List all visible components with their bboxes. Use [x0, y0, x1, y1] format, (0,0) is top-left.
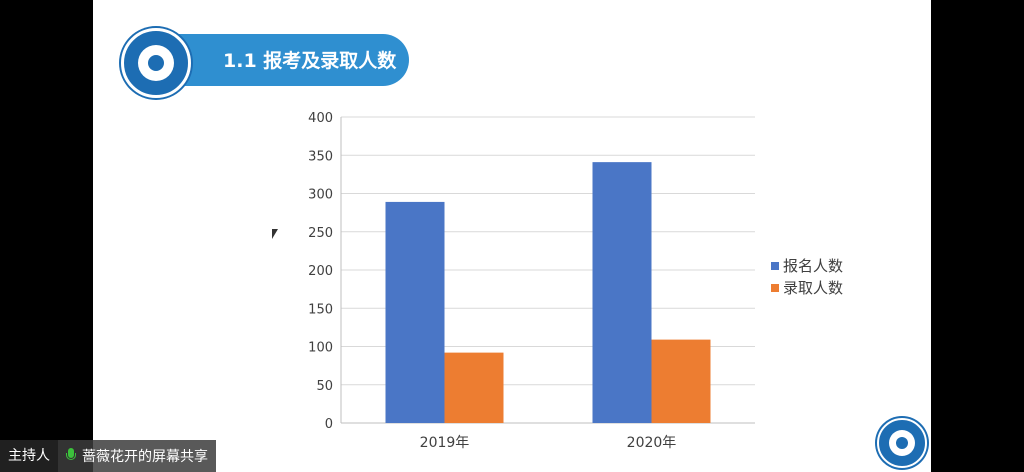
bar-0-1 — [444, 352, 504, 423]
slide: 1.1 报考及录取人数 0 50 100 150 200 250 300 350 400 2019… — [93, 0, 931, 472]
y-tick-label: 300 — [308, 188, 333, 203]
y-tick-label: 200 — [308, 264, 333, 279]
legend-swatch — [771, 284, 779, 292]
x-tick-label: 2020年 — [627, 435, 677, 451]
university-logo-icon — [121, 28, 191, 98]
y-tick-label: 250 — [308, 226, 333, 241]
y-tick-label: 50 — [316, 379, 333, 394]
bar-0-0 — [385, 201, 445, 423]
screen-share-bar: 主持人 蔷薇花开的屏幕共享 — [0, 440, 216, 472]
bar-1-0 — [592, 162, 652, 423]
x-tick-label: 2019年 — [420, 435, 470, 451]
university-logo-small-icon — [877, 418, 927, 468]
legend-entry: 录取人数 — [783, 279, 843, 297]
bar-1-1 — [651, 339, 711, 423]
y-tick-label: 100 — [308, 341, 333, 356]
bar-chart: 0 50 100 150 200 250 300 350 400 2019年 2020年 报名人数录取… — [308, 111, 843, 451]
y-tick-label: 150 — [308, 302, 333, 317]
microphone-icon[interactable] — [66, 448, 76, 464]
y-tick-label: 350 — [308, 149, 333, 164]
slide-title: 1.1 报考及录取人数 — [223, 50, 397, 72]
legend-swatch — [771, 262, 779, 270]
y-tick-label: 400 — [308, 111, 333, 126]
y-tick-label: 0 — [325, 417, 333, 432]
mouse-cursor-icon — [272, 229, 278, 239]
host-label: 主持人 — [0, 440, 58, 472]
screen-share-label: 蔷薇花开的屏幕共享 — [82, 449, 208, 465]
legend-entry: 报名人数 — [783, 257, 843, 275]
